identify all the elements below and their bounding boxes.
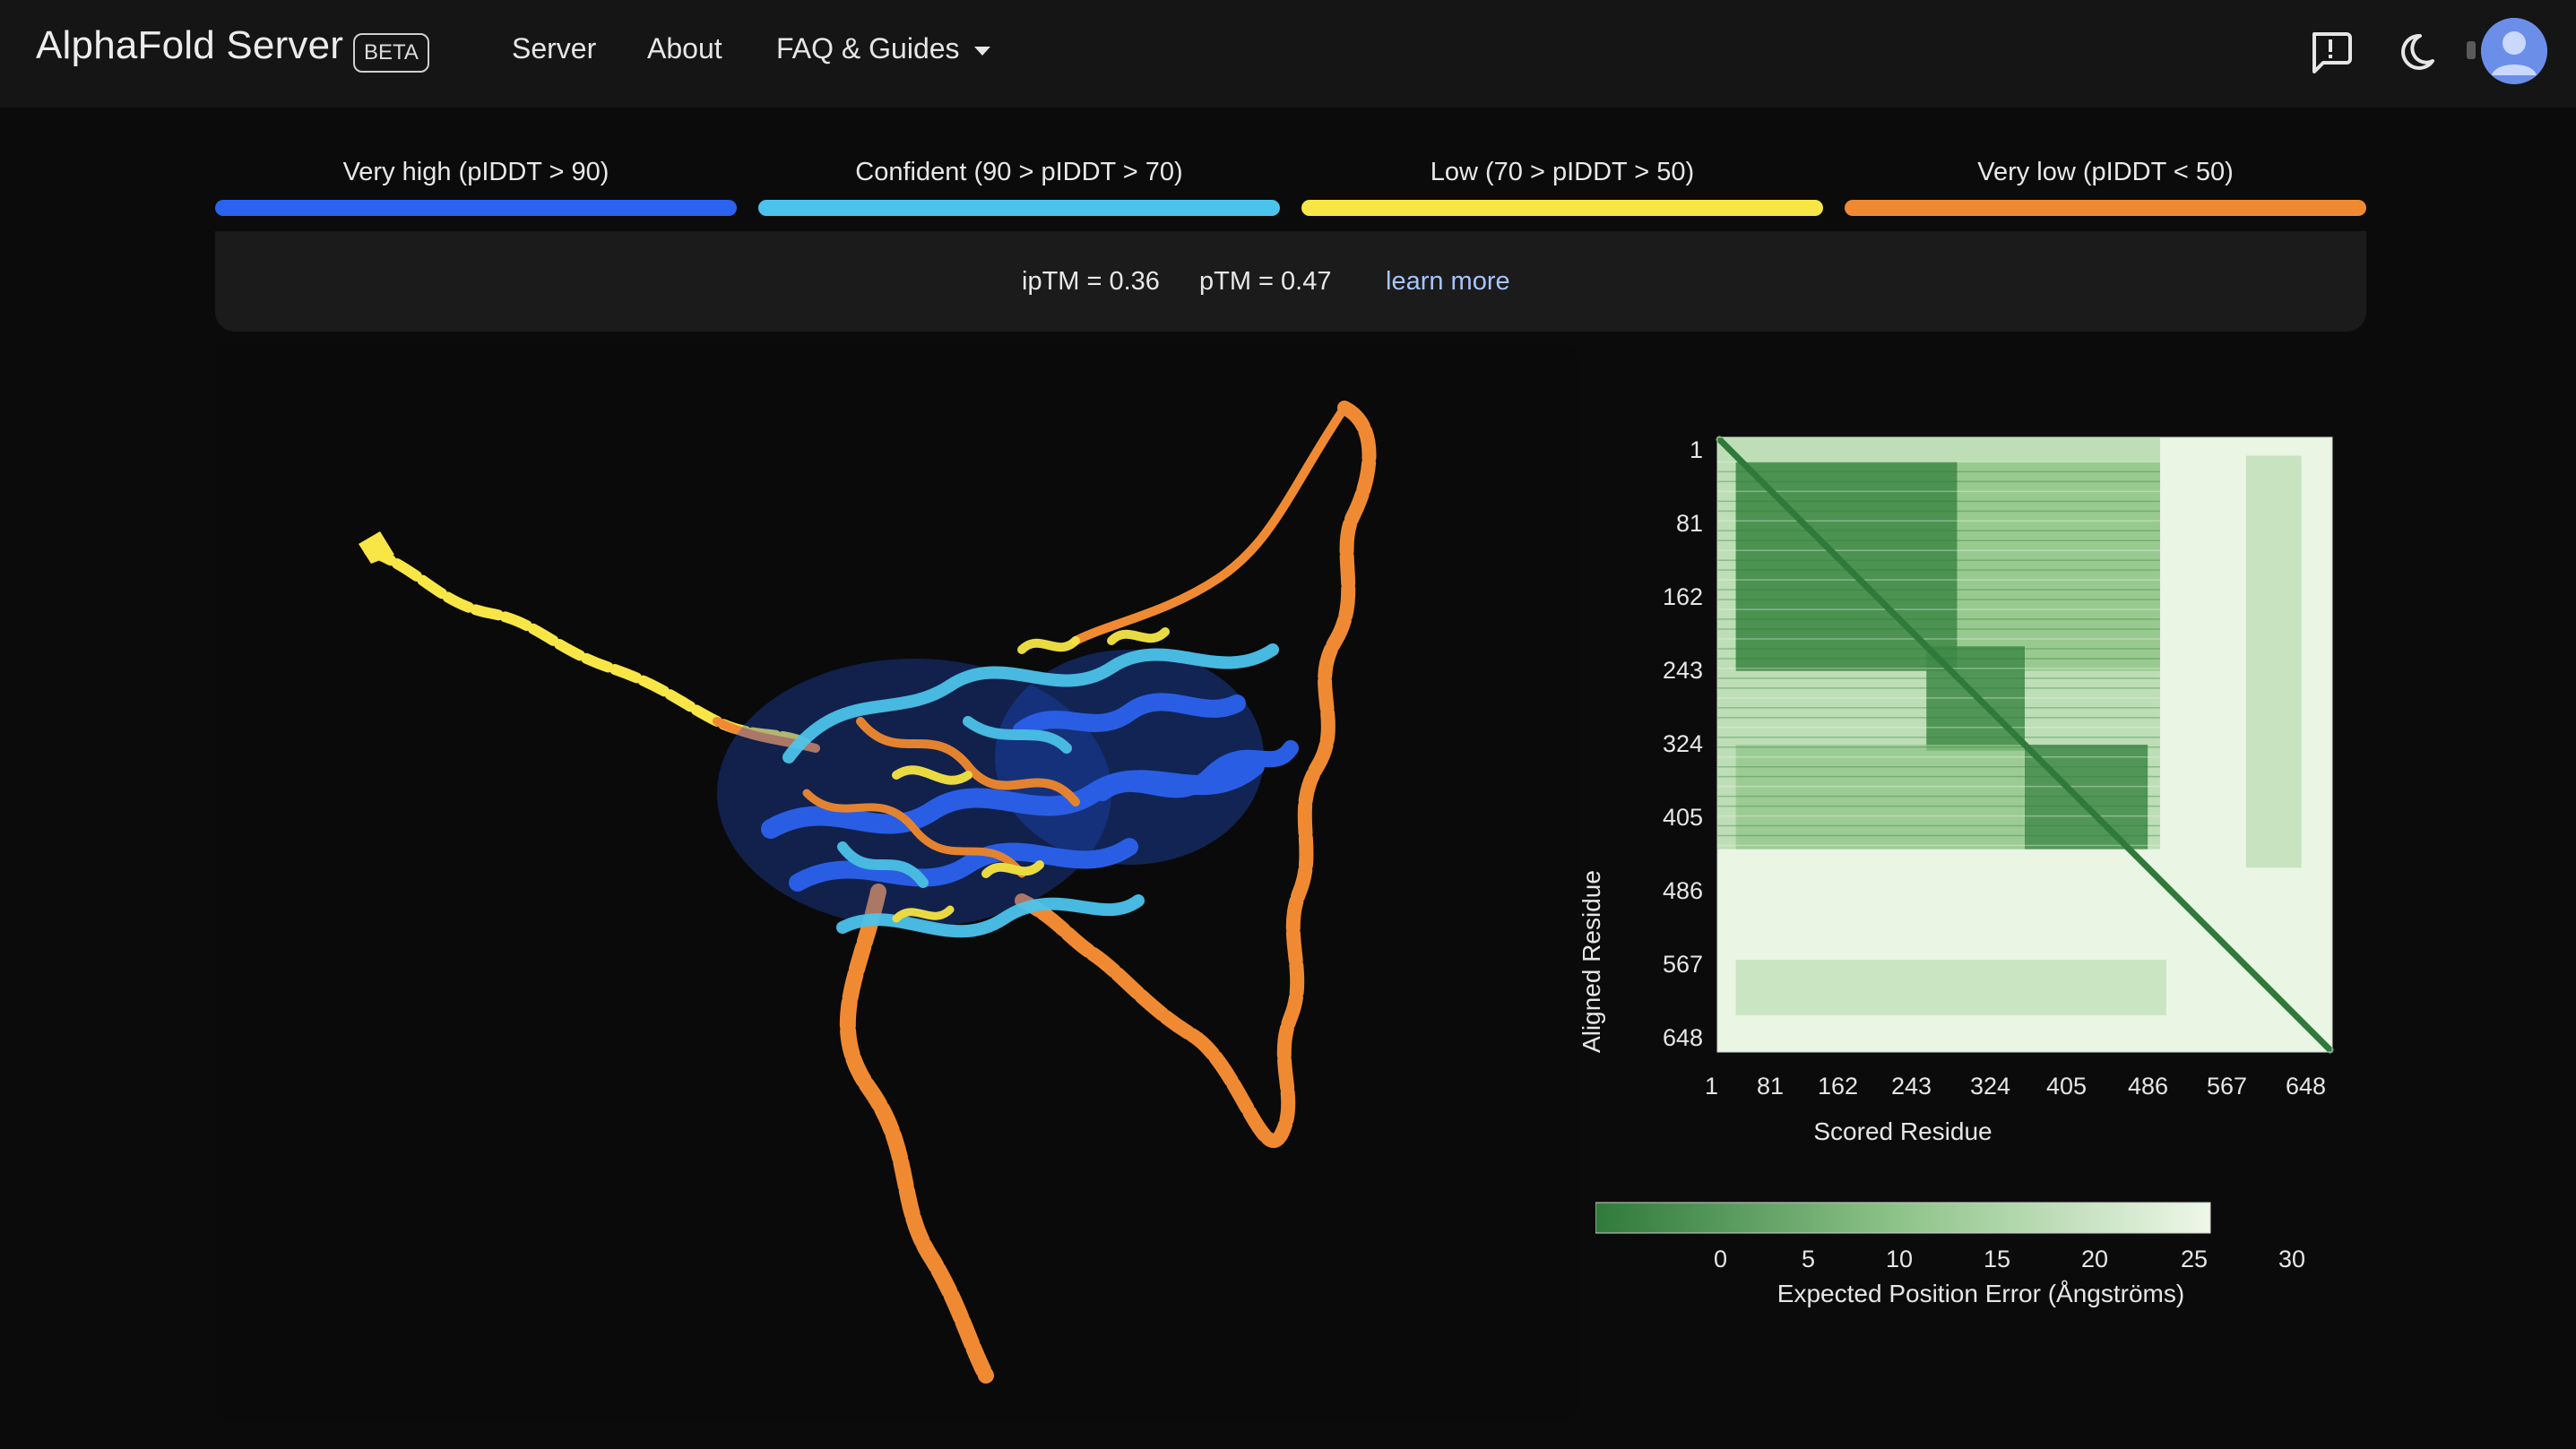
heatmap-block bbox=[1735, 745, 2025, 850]
x-axis-label: Scored Residue bbox=[1813, 1117, 1993, 1145]
heatmap-diagonal bbox=[1715, 435, 2335, 1055]
colorbar-tick: 10 bbox=[1886, 1246, 1914, 1272]
nav-faq-guides-menu[interactable]: FAQ & Guides bbox=[776, 32, 960, 65]
protein-structure-image bbox=[359, 401, 1377, 1384]
x-tick: 405 bbox=[2046, 1073, 2088, 1100]
heatmap-frame bbox=[1716, 436, 2333, 1053]
dark-mode-icon[interactable] bbox=[2388, 23, 2445, 81]
colorbar-tick: 25 bbox=[2181, 1246, 2209, 1272]
colorbar-tick: 30 bbox=[2278, 1246, 2306, 1272]
ptm-score: pTM = 0.47 bbox=[1199, 267, 1332, 296]
learn-more-link[interactable]: learn more bbox=[1386, 267, 1510, 296]
legend-bar-very-high bbox=[215, 200, 737, 216]
x-tick: 81 bbox=[1757, 1073, 1785, 1100]
beta-badge: BETA bbox=[353, 33, 429, 73]
y-tick: 486 bbox=[1662, 877, 1703, 904]
top-app-bar: AlphaFold Server BETA Server About FAQ &… bbox=[0, 0, 2576, 108]
y-tick: 405 bbox=[1662, 804, 1703, 831]
x-tick: 243 bbox=[1891, 1073, 1932, 1100]
legend-bar-confident bbox=[758, 200, 1280, 216]
heatmap-block bbox=[1735, 960, 2166, 1015]
feedback-icon[interactable] bbox=[2302, 23, 2359, 81]
score-summary: ipTM = 0.36 pTM = 0.47 learn more bbox=[215, 231, 2366, 332]
structure-viewer[interactable] bbox=[215, 345, 1578, 1420]
colorbar-tick: 0 bbox=[1714, 1246, 1728, 1272]
nav-about-link[interactable]: About bbox=[647, 32, 722, 65]
legend-bar-very-low bbox=[1845, 200, 2366, 216]
legend-bar-low bbox=[1301, 200, 1823, 216]
y-tick: 1 bbox=[1689, 436, 1703, 463]
chevron-down-icon[interactable] bbox=[974, 47, 990, 56]
legend-very-low: Very low (pIDDT < 50) bbox=[1977, 158, 2234, 186]
avatar-edge-decoration bbox=[2467, 41, 2476, 59]
account-avatar[interactable] bbox=[2481, 18, 2547, 84]
iptm-score: ipTM = 0.36 bbox=[1022, 267, 1160, 296]
x-tick: 1 bbox=[1705, 1073, 1719, 1100]
y-tick: 81 bbox=[1675, 510, 1703, 537]
nav-server-link[interactable]: Server bbox=[512, 32, 597, 65]
pae-panel: Aligned Residue Scored Residue 1 81 162 … bbox=[1578, 345, 2366, 1420]
x-tick: 648 bbox=[2286, 1073, 2327, 1100]
x-tick: 162 bbox=[1818, 1073, 1859, 1100]
colorbar-tick: 15 bbox=[1984, 1246, 2011, 1272]
pae-heatmap bbox=[1595, 435, 2335, 1234]
legend-very-high: Very high (pIDDT > 90) bbox=[342, 158, 609, 186]
app-title[interactable]: AlphaFold Server bbox=[36, 23, 344, 67]
x-tick: 486 bbox=[2128, 1073, 2169, 1100]
x-tick: 567 bbox=[2207, 1073, 2248, 1100]
y-axis-label: Aligned Residue bbox=[1578, 870, 1605, 1053]
x-tick: 324 bbox=[1970, 1073, 2011, 1100]
colorbar-tick: 5 bbox=[1802, 1246, 1816, 1272]
y-tick: 162 bbox=[1662, 583, 1703, 610]
legend-confident: Confident (90 > pIDDT > 70) bbox=[855, 158, 1183, 186]
y-tick: 243 bbox=[1662, 657, 1703, 684]
legend-low: Low (70 > pIDDT > 50) bbox=[1430, 158, 1695, 186]
colorbar-tick: 20 bbox=[2081, 1246, 2109, 1272]
y-tick: 567 bbox=[1662, 951, 1703, 978]
colorbar-label: Expected Position Error (Ångströms) bbox=[1776, 1280, 2185, 1307]
y-tick: 324 bbox=[1662, 730, 1703, 757]
heatmap-block bbox=[2245, 455, 2302, 868]
y-tick: 648 bbox=[1662, 1024, 1703, 1051]
heatmap-block bbox=[1957, 461, 2160, 671]
